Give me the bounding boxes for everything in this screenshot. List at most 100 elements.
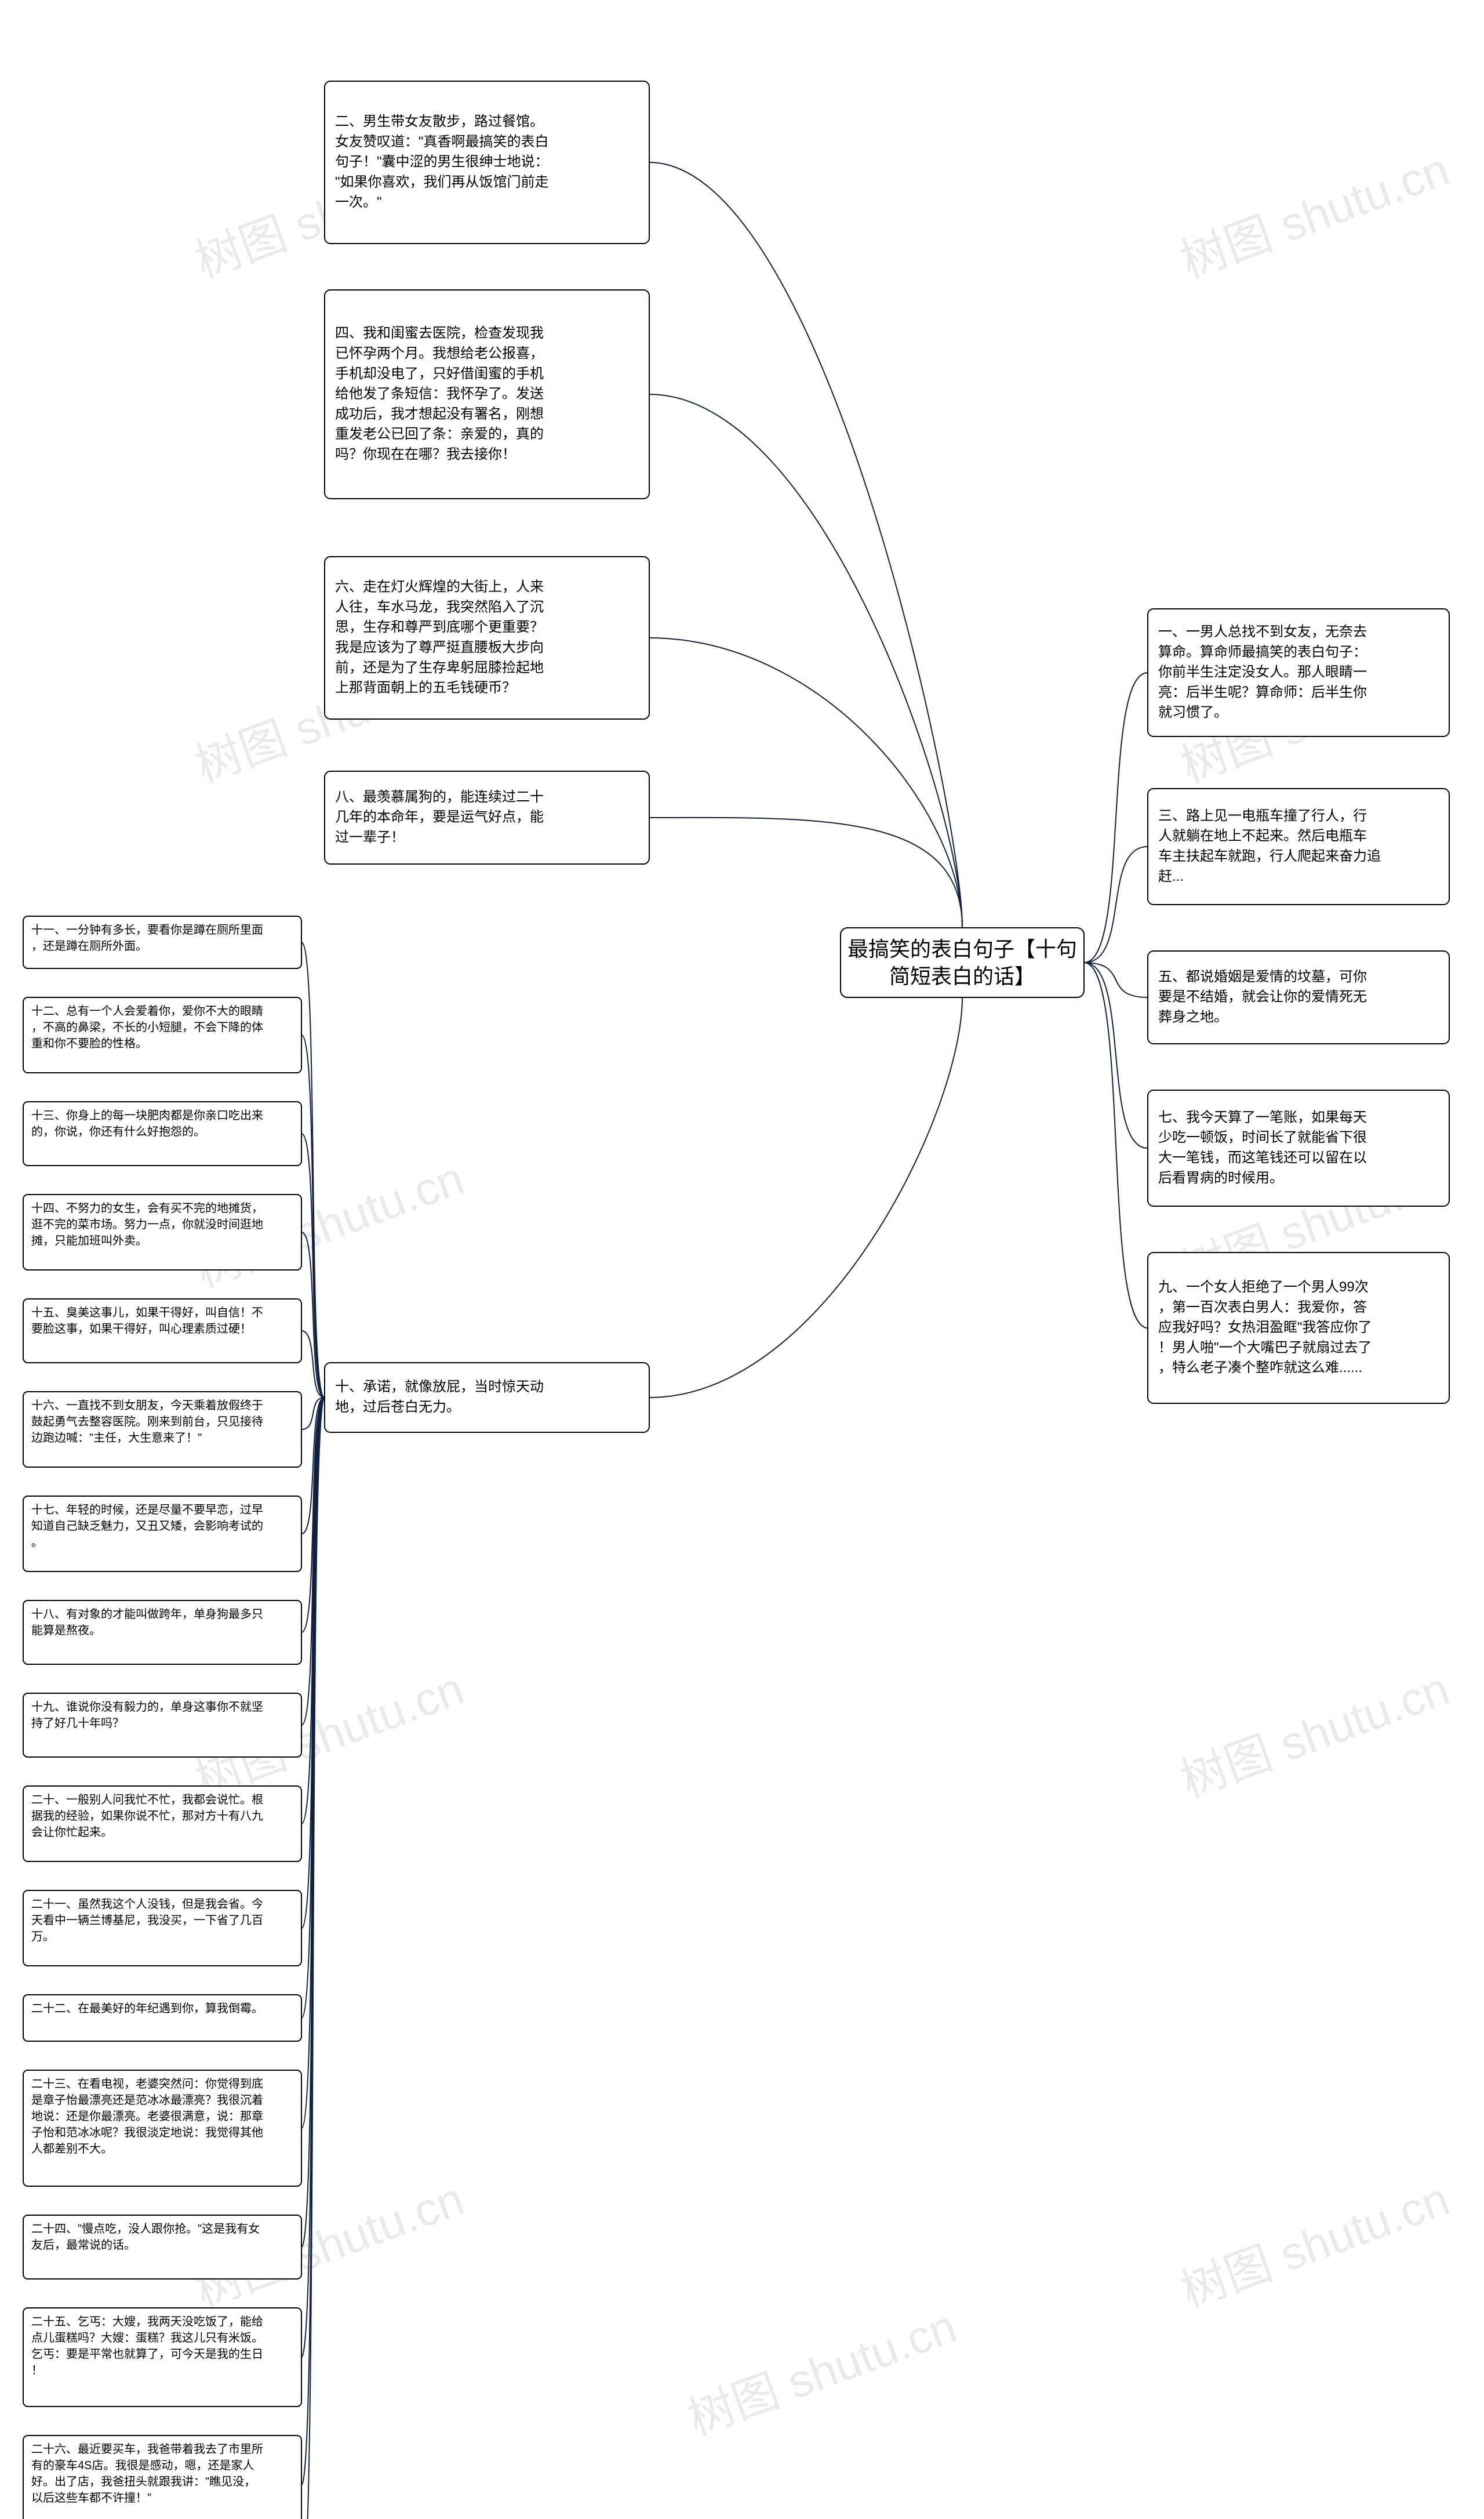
center-title-line: 简短表白的话】 xyxy=(889,964,1035,988)
left-node-line: 十六、一直找不到女朋友，今天乘着放假终于 xyxy=(31,1399,263,1412)
left-node-16: 十六、一直找不到女朋友，今天乘着放假终于鼓起勇气去整容医院。刚来到前台，只见接待… xyxy=(23,1392,301,1467)
right-node-5-line: ！男人啪"一个大嘴巴子就扇过去了 xyxy=(1158,1340,1372,1355)
right-node-2: 三、路上见一电瓶车撞了行人，行人就躺在地上不起来。然后电瓶车车主扶起车就跑，行人… xyxy=(1148,789,1449,905)
left-node-line: 要脸这事，如果干得好，叫心理素质过硬！ xyxy=(31,1322,252,1335)
top-node-2-line: 四、我和闺蜜去医院，检查发现我 xyxy=(335,325,544,341)
right-node-1-line: 就习惯了。 xyxy=(1158,705,1228,720)
left-node-line: 十一、一分钟有多长，要看你是蹲在厕所里面 xyxy=(31,923,263,937)
right-node-2-line: 车主扶起车就跑，行人爬起来奋力追 xyxy=(1158,848,1381,864)
right-node-2-line: 三、路上见一电瓶车撞了行人，行 xyxy=(1158,808,1367,823)
left-node-line: 点儿蛋糕吗？大嫂：蛋糕？我这儿只有米饭。 xyxy=(31,2331,263,2344)
left-node-line: 边跑边喊："主任，大生意来了！" xyxy=(31,1431,202,1444)
top-node-2: 四、我和闺蜜去医院，检查发现我已怀孕两个月。我想给老公报喜，手机却没电了，只好借… xyxy=(325,290,649,499)
right-node-5-line: 九、一个女人拒绝了一个男人99次 xyxy=(1158,1279,1369,1295)
left-node-line: 二十三、在看电视，老婆突然问：你觉得到底 xyxy=(31,2077,263,2090)
left-node-17: 十七、年轻的时候，还是尽量不要早恋，过早知道自己缺乏魅力，又丑又矮，会影响考试的… xyxy=(23,1496,301,1571)
node-10-line: 十、承诺，就像放屁，当时惊天动 xyxy=(335,1379,544,1395)
top-node-2-line: 吗？你现在在哪？我去接你！ xyxy=(335,447,516,462)
right-node-1: 一、一男人总找不到女友，无奈去算命。算命师最搞笑的表白句子： 你前半生注定没女人。… xyxy=(1148,609,1449,736)
left-node-line: 十九、谁说你没有毅力的，单身这事你不就坚 xyxy=(31,1700,263,1714)
right-node-1-line: 一、一男人总找不到女友，无奈去 xyxy=(1158,624,1367,640)
left-node-line: 二十一、虽然我这个人没钱，但是我会省。今 xyxy=(31,1897,263,1911)
left-node-11: 十一、一分钟有多长，要看你是蹲在厕所里面 ，还是蹲在厕所外面。 xyxy=(23,916,301,968)
mindmap-svg: 树图 shutu.cn树图 shutu.cn树图 shutu.cn树图 shut… xyxy=(0,0,1484,2519)
left-node-line: 二十、一般别人问我忙不忙，我都会说忙。根 xyxy=(31,1793,263,1806)
left-node-line: 会让你忙起来。 xyxy=(31,1825,112,1839)
left-node-line: 摊，只能加班叫外卖。 xyxy=(31,1234,147,1247)
top-node-3-line: 人往，车水马龙，我突然陷入了沉 xyxy=(335,599,544,615)
top-node-3: 六、走在灯火辉煌的大街上，人来人往，车水马龙，我突然陷入了沉思，生存和尊严到底哪… xyxy=(325,557,649,719)
node-10: 十、承诺，就像放屁，当时惊天动地，过后苍白无力。 xyxy=(325,1363,649,1432)
top-node-3-line: 我是应该为了尊严挺直腰板大步向 xyxy=(335,640,544,655)
top-node-2-line: 重发老公已回了条：亲爱的，真的 xyxy=(335,426,544,442)
top-node-3-line: 思，生存和尊严到底哪个更重要？ xyxy=(335,619,544,635)
top-node-1-line: 句子！"囊中涩的男生很绅士地说： xyxy=(335,154,549,170)
left-node-line: 二十六、最近要买车，我爸带着我去了市里所 xyxy=(31,2442,263,2456)
right-node-5-line: ，第一百次表白男人：我爱你，答 xyxy=(1158,1300,1367,1315)
left-node-line: 有的豪车4S店。我很是感动，嗯，还是家人 xyxy=(31,2459,254,2472)
right-node-4-line: 七、我今天算了一笔账，如果每天 xyxy=(1158,1109,1367,1125)
left-node-line: 逛不完的菜市场。努力一点，你就没时间逛地 xyxy=(31,1218,263,1231)
left-node-24: 二十四、"慢点吃，没人跟你抢。"这是我有女友后，最常说的话。 xyxy=(23,2215,301,2279)
left-node-line: 能算是熬夜。 xyxy=(31,1624,101,1637)
right-node-4-line: 大一笔钱，而这笔钱还可以留在以 xyxy=(1158,1150,1367,1166)
left-node-line: 十四、不努力的女生，会有买不完的地摊货， xyxy=(31,1202,263,1215)
left-node-line: 。 xyxy=(31,1536,43,1549)
left-node-15: 十五、臭美这事儿，如果干得好，叫自信！不要脸这事，如果干得好，叫心理素质过硬！ xyxy=(23,1299,301,1363)
top-node-4: 八、最羡慕属狗的，能连续过二十几年的本命年，要是运气好点，能过一辈子！ xyxy=(325,771,649,864)
left-node-line: 二十四、"慢点吃，没人跟你抢。"这是我有女 xyxy=(31,2222,260,2235)
right-node-5-line: ，特么老子凑个整咋就这么难...... xyxy=(1158,1360,1362,1375)
left-node-line: 子怡和范冰冰呢？我很淡定地说：我觉得其他 xyxy=(31,2126,263,2139)
left-node-line: 友后，最常说的话。 xyxy=(31,2238,136,2252)
left-node-12: 十二、总有一个人会爱着你，爱你不大的眼睛 ，不高的鼻梁，不长的小短腿，不会下降的体… xyxy=(23,997,301,1073)
left-node-line: 二十五、乞丐：大嫂，我两天没吃饭了，能给 xyxy=(31,2315,263,2328)
left-node-line: 十二、总有一个人会爱着你，爱你不大的眼睛 xyxy=(31,1004,263,1018)
left-node-19: 十九、谁说你没有毅力的，单身这事你不就坚持了好几十年吗？ xyxy=(23,1693,301,1757)
left-node-25: 二十五、乞丐：大嫂，我两天没吃饭了，能给点儿蛋糕吗？大嫂：蛋糕？我这儿只有米饭。… xyxy=(23,2308,301,2407)
left-node-line: 十七、年轻的时候，还是尽量不要早恋，过早 xyxy=(31,1503,263,1516)
center-node: 最搞笑的表白句子【十句简短表白的话】 xyxy=(841,928,1084,997)
left-node-line: 以后这些车都不许撞！" xyxy=(31,2491,151,2505)
center-title-line: 最搞笑的表白句子【十句 xyxy=(848,937,1077,961)
top-node-3-line: 前，还是为了生存卑躬屈膝捡起地 xyxy=(335,660,544,676)
top-node-2-line: 给他发了条短信：我怀孕了。发送 xyxy=(335,386,544,402)
top-node-3-line: 六、走在灯火辉煌的大街上，人来 xyxy=(335,579,544,595)
right-node-5: 九、一个女人拒绝了一个男人99次，第一百次表白男人：我爱你，答应我好吗？女热泪盈… xyxy=(1148,1253,1449,1403)
right-node-2-line: 人就躺在地上不起来。然后电瓶车 xyxy=(1158,828,1367,844)
left-node-line: 据我的经验，如果你说不忙，那对方十有八九 xyxy=(31,1809,263,1823)
left-node-line: 持了好几十年吗？ xyxy=(31,1716,124,1730)
top-node-4-line: 过一辈子！ xyxy=(335,829,405,845)
left-node-line: 鼓起勇气去整容医院。刚来到前台，只见接待 xyxy=(31,1415,263,1428)
left-node-line: ，还是蹲在厕所外面。 xyxy=(31,939,147,953)
node-10-line: 地，过后苍白无力。 xyxy=(335,1399,460,1415)
top-node-2-line: 已怀孕两个月。我想给老公报喜， xyxy=(335,346,544,361)
left-node-line: ！ xyxy=(31,2364,43,2377)
right-node-1-line: 你前半生注定没女人。那人眼睛一 xyxy=(1158,665,1367,680)
left-node-line: 重和你不要脸的性格。 xyxy=(31,1037,147,1050)
left-node-line: 二十二、在最美好的年纪遇到你，算我倒霉。 xyxy=(31,2002,263,2015)
right-node-4: 七、我今天算了一笔账，如果每天少吃一顿饭，时间长了就能省下很大一笔钱，而这笔钱还… xyxy=(1148,1090,1449,1206)
left-node-line: 天看中一辆兰博基尼，我没买，一下省了几百 xyxy=(31,1914,263,1927)
right-node-1-line: 算命。算命师最搞笑的表白句子： xyxy=(1158,644,1367,660)
left-node-22: 二十二、在最美好的年纪遇到你，算我倒霉。 xyxy=(23,1995,301,2041)
top-node-1: 二、男生带女友散步，路过餐馆。女友赞叹道："真香啊最搞笑的表白句子！"囊中涩的男… xyxy=(325,81,649,244)
left-node-line: 十八、有对象的才能叫做跨年，单身狗最多只 xyxy=(31,1607,263,1621)
top-node-1-line: 一次。" xyxy=(335,194,382,210)
top-node-4-line: 几年的本命年，要是运气好点，能 xyxy=(335,810,544,825)
left-node-line: 是章子怡最漂亮还是范冰冰最漂亮？我很沉着 xyxy=(31,2093,263,2107)
top-node-2-line: 成功后，我才想起没有署名，刚想 xyxy=(335,406,544,422)
left-node-line: 的，你说，你还有什么好抱怨的。 xyxy=(31,1125,205,1138)
left-node-14: 十四、不努力的女生，会有买不完的地摊货， 逛不完的菜市场。努力一点，你就没时间逛地… xyxy=(23,1195,301,1270)
left-node-line: 好。出了店，我爸扭头就跟我讲："瞧见没， xyxy=(31,2475,256,2488)
left-node-line: 十三、你身上的每一块肥肉都是你亲口吃出来 xyxy=(31,1109,263,1122)
left-node-line: ，不高的鼻梁，不长的小短腿，不会下降的体 xyxy=(31,1021,263,1034)
left-node-line: 人都差别不大。 xyxy=(31,2142,112,2155)
top-node-3-line: 上那背面朝上的五毛钱硬币？ xyxy=(335,680,516,696)
right-node-2-line: 赶... xyxy=(1158,869,1184,884)
left-node-line: 十五、臭美这事儿，如果干得好，叫自信！不 xyxy=(31,1306,263,1319)
left-node-23: 二十三、在看电视，老婆突然问：你觉得到底是章子怡最漂亮还是范冰冰最漂亮？我很沉着… xyxy=(23,2070,301,2186)
left-node-line: 地说：还是你最漂亮。老婆很满意，说：那章 xyxy=(31,2110,263,2123)
left-node-13: 十三、你身上的每一块肥肉都是你亲口吃出来的，你说，你还有什么好抱怨的。 xyxy=(23,1102,301,1166)
top-node-1-line: "如果你喜欢，我们再从饭馆门前走 xyxy=(335,174,549,190)
left-node-line: 乞丐：要是平常也就算了，可今天是我的生日 xyxy=(31,2347,263,2361)
